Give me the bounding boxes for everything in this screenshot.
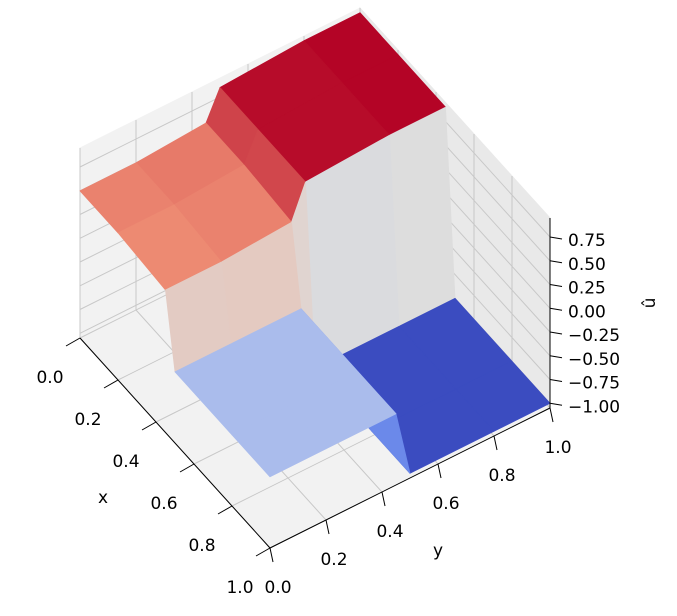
z-tick-label: −0.75 bbox=[568, 374, 620, 394]
surface-patch bbox=[389, 106, 456, 327]
tick-mark bbox=[103, 379, 119, 389]
x-tick-label: 1.0 bbox=[226, 578, 253, 598]
z-tick-label: −0.25 bbox=[568, 326, 620, 346]
tick-mark bbox=[549, 407, 554, 423]
tick-mark bbox=[549, 402, 563, 406]
x-tick-label: 0.0 bbox=[36, 368, 63, 388]
tick-mark bbox=[549, 355, 563, 359]
tick-mark bbox=[549, 331, 563, 335]
tick-mark bbox=[549, 260, 563, 264]
z-tick-label: 0.00 bbox=[568, 302, 606, 322]
x-axis-label: x bbox=[98, 488, 108, 508]
y-axis-line bbox=[269, 407, 551, 549]
tick-mark bbox=[549, 307, 563, 311]
z-tick-label: −1.00 bbox=[568, 397, 620, 417]
z-tick-label: 0.50 bbox=[568, 255, 606, 275]
tick-mark bbox=[381, 491, 386, 507]
tick-mark bbox=[269, 547, 274, 563]
tick-mark bbox=[325, 519, 330, 535]
tick-mark bbox=[255, 547, 271, 557]
y-axis-label: y bbox=[433, 541, 443, 561]
y-tick-label: 0.6 bbox=[432, 494, 459, 514]
x-tick-label: 0.2 bbox=[74, 410, 101, 430]
y-tick-label: 1.0 bbox=[544, 438, 571, 458]
tick-mark bbox=[549, 284, 563, 287]
tick-mark bbox=[549, 379, 563, 382]
tick-mark bbox=[141, 421, 157, 431]
surface-patch bbox=[231, 406, 327, 478]
tick-mark bbox=[437, 463, 442, 479]
y-tick-label: 0.0 bbox=[264, 578, 291, 598]
x-tick-label: 0.6 bbox=[150, 494, 177, 514]
tick-mark bbox=[493, 435, 498, 451]
x-tick-label: 0.8 bbox=[188, 536, 215, 556]
z-tick-label: 0.75 bbox=[568, 231, 606, 251]
y-tick-label: 0.8 bbox=[488, 466, 515, 486]
x-tick-label: 0.4 bbox=[112, 452, 139, 472]
z-axis-label: û bbox=[640, 298, 660, 309]
tick-mark bbox=[179, 463, 195, 473]
z-tick-label: −0.50 bbox=[568, 350, 620, 370]
tick-mark bbox=[217, 505, 233, 515]
axes: 0.0 0.2 0.4 0.6 0.8 1.0 0.0 0.2 0.4 0.6 0.8 1.0 −1.0… bbox=[36, 218, 660, 598]
surface bbox=[79, 12, 551, 478]
x-axis-line bbox=[79, 337, 271, 549]
y-tick-label: 0.4 bbox=[376, 522, 403, 542]
z-tick-label: 0.25 bbox=[568, 279, 606, 299]
tick-mark bbox=[549, 236, 563, 240]
y-tick-label: 0.2 bbox=[320, 550, 347, 570]
tick-mark bbox=[65, 337, 81, 347]
